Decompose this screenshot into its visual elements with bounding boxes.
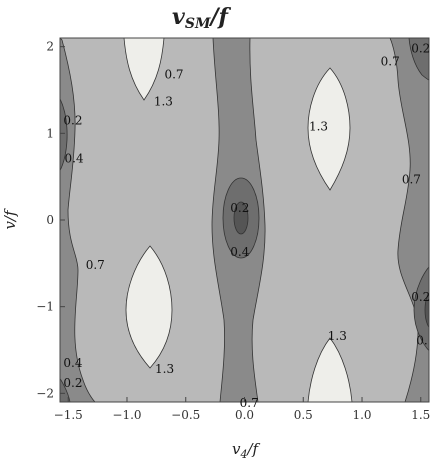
contour-region-0.0-right-lower: [424, 292, 429, 328]
x-axis-label: v4/f: [232, 440, 261, 461]
x-tick-label: 0.5: [294, 408, 313, 422]
x-tick-label: 1.0: [352, 408, 371, 422]
y-tick-label: −2: [36, 386, 54, 400]
x-axis: −1.5 −1.0 −0.5 0.0 0.5 1.0 1.5: [54, 397, 430, 422]
contour-level-label: 1.3: [328, 329, 347, 343]
contour-region-0.2-left-upper: [60, 97, 68, 172]
contour-level-label: 0.7: [402, 172, 421, 186]
contour-level-label: 0.4: [65, 151, 84, 165]
y-axis: −2 −1 0 1 2: [36, 40, 65, 400]
contour-level-label: 0.2: [411, 290, 430, 304]
contour-labels: 0.7 1.3 0.2 0.4 1.3 0.2 0.4 0.7 0.7 0.2 0.7 0.2 0. 1.…: [63, 41, 430, 409]
x-tick-label: 0.0: [235, 408, 254, 422]
y-tick-label: −1: [36, 300, 54, 314]
contour-level-label: 0.4: [63, 356, 82, 370]
contour-level-label: 0.2: [63, 113, 82, 127]
contour-level-label: 0.2: [63, 376, 82, 390]
contour-region-1.3-bottom-right: [307, 337, 353, 402]
contour-region-1.3-left-lower: [125, 245, 173, 369]
contour-level-label: 0.: [416, 333, 427, 347]
x-tick-label: −1.0: [112, 408, 141, 422]
contour-level-label: 1.3: [155, 362, 174, 376]
contour-level-label: 0.7: [86, 258, 105, 272]
contour-regions: [60, 38, 429, 402]
y-tick-label: 0: [46, 213, 54, 227]
chart-title: vSM/f: [172, 4, 231, 32]
contour-region-0.2-right-upper: [408, 38, 429, 81]
x-tick-label: 1.5: [411, 408, 430, 422]
contour-level-label: 0.2: [411, 41, 430, 55]
y-tick-label: 1: [46, 126, 54, 140]
contour-region-1.3-right-upper: [307, 67, 351, 191]
contour-level-label: 0.7: [164, 67, 183, 81]
contour-region-0.0-center: [233, 201, 249, 235]
contour-region-0.2-right-lower: [413, 266, 429, 352]
y-tick-label: 2: [46, 40, 54, 54]
contour-region-0.4-left: [60, 38, 96, 402]
contour-level-label: 0.2: [230, 201, 249, 215]
x-tick-label: −1.5: [54, 408, 83, 422]
contour-level-label: 0.7: [381, 54, 400, 68]
contour-level-label: 0.4: [230, 245, 249, 259]
contour-region-0.2-left-lower: [60, 377, 71, 402]
contour-region-1.3-top-left: [123, 38, 165, 101]
contour-level-label: 1.3: [309, 119, 328, 133]
contour-level-label: 1.3: [154, 94, 173, 108]
x-tick-label: −0.5: [171, 408, 200, 422]
y-axis-label: v/f: [1, 208, 19, 230]
